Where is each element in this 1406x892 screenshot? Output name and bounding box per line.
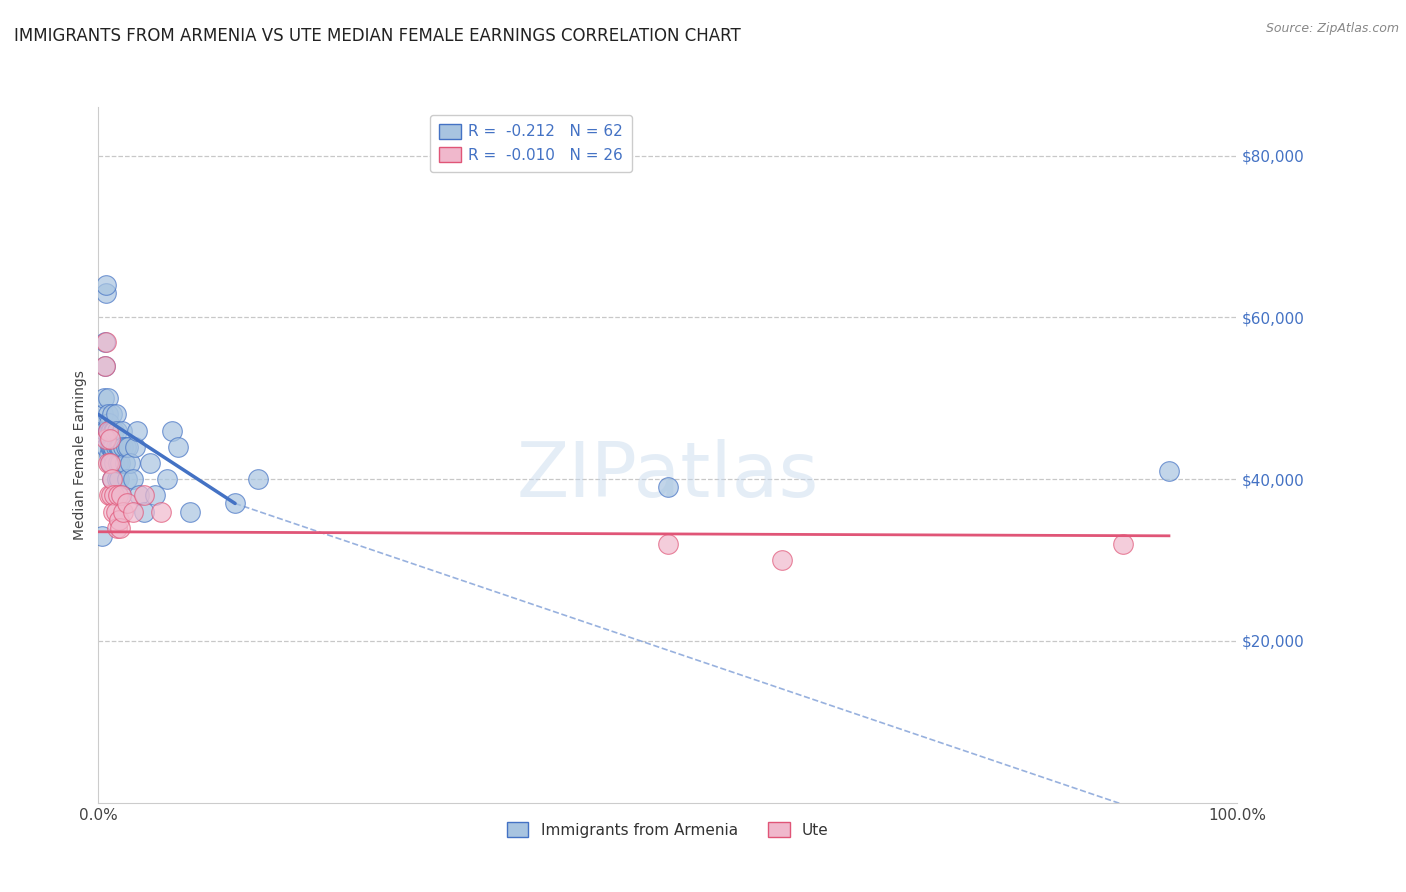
Point: [101, 408, 124, 422]
Point: [115, 472, 138, 486]
Point: [94, 359, 117, 373]
Point: [103, 448, 125, 462]
Point: [101, 440, 124, 454]
Point: [107, 440, 129, 454]
Point: [100, 440, 122, 454]
Point: [97, 488, 120, 502]
Point: [110, 488, 132, 502]
Point: [115, 496, 138, 510]
Point: [246, 472, 269, 486]
Point: [104, 504, 127, 518]
Text: ZIPatlas: ZIPatlas: [516, 439, 820, 513]
Point: [103, 456, 125, 470]
Point: [112, 440, 135, 454]
Point: [657, 480, 679, 494]
Point: [96, 392, 118, 406]
Point: [105, 521, 128, 535]
Point: [150, 504, 173, 518]
Point: [105, 472, 128, 486]
Point: [98, 440, 121, 454]
Point: [770, 553, 793, 567]
Legend: Immigrants from Armenia, Ute: Immigrants from Armenia, Ute: [501, 816, 835, 844]
Point: [132, 488, 155, 502]
Point: [108, 472, 131, 486]
Point: [117, 440, 139, 454]
Point: [105, 424, 128, 438]
Point: [98, 432, 121, 446]
Point: [103, 488, 125, 502]
Point: [98, 456, 121, 470]
Point: [1157, 464, 1180, 478]
Point: [97, 432, 120, 446]
Point: [94, 424, 117, 438]
Point: [101, 472, 124, 486]
Point: [145, 488, 167, 502]
Point: [156, 472, 179, 486]
Point: [121, 472, 143, 486]
Point: [104, 408, 127, 422]
Point: [120, 456, 142, 470]
Point: [179, 504, 201, 518]
Point: [224, 496, 246, 510]
Point: [111, 424, 134, 438]
Point: [138, 456, 160, 470]
Point: [97, 448, 120, 462]
Point: [96, 286, 118, 301]
Point: [96, 278, 118, 293]
Point: [110, 488, 132, 502]
Point: [108, 521, 131, 535]
Point: [108, 440, 131, 454]
Point: [128, 488, 150, 502]
Text: Source: ZipAtlas.com: Source: ZipAtlas.com: [1265, 22, 1399, 36]
Point: [96, 424, 118, 438]
Point: [1112, 537, 1135, 551]
Point: [94, 334, 117, 349]
Point: [96, 432, 118, 446]
Point: [167, 440, 190, 454]
Point: [104, 440, 127, 454]
Point: [121, 504, 143, 518]
Point: [97, 416, 120, 430]
Point: [108, 440, 131, 454]
Point: [98, 456, 121, 470]
Point: [98, 424, 121, 438]
Y-axis label: Median Female Earnings: Median Female Earnings: [73, 370, 87, 540]
Point: [100, 488, 122, 502]
Point: [103, 424, 125, 438]
Point: [90, 529, 112, 543]
Point: [162, 424, 184, 438]
Point: [114, 440, 136, 454]
Point: [91, 408, 114, 422]
Point: [127, 424, 149, 438]
Point: [112, 504, 135, 518]
Point: [103, 424, 125, 438]
Point: [103, 440, 125, 454]
Point: [96, 334, 118, 349]
Point: [96, 408, 118, 422]
Point: [96, 456, 118, 470]
Point: [107, 456, 129, 470]
Point: [93, 392, 115, 406]
Point: [101, 472, 124, 486]
Point: [96, 440, 118, 454]
Point: [132, 504, 155, 518]
Point: [94, 359, 117, 373]
Text: IMMIGRANTS FROM ARMENIA VS UTE MEDIAN FEMALE EARNINGS CORRELATION CHART: IMMIGRANTS FROM ARMENIA VS UTE MEDIAN FE…: [14, 27, 741, 45]
Point: [96, 424, 118, 438]
Point: [107, 488, 129, 502]
Point: [657, 537, 679, 551]
Point: [124, 440, 146, 454]
Point: [100, 456, 122, 470]
Point: [103, 504, 125, 518]
Point: [108, 513, 131, 527]
Point: [100, 424, 122, 438]
Point: [114, 456, 136, 470]
Point: [108, 456, 131, 470]
